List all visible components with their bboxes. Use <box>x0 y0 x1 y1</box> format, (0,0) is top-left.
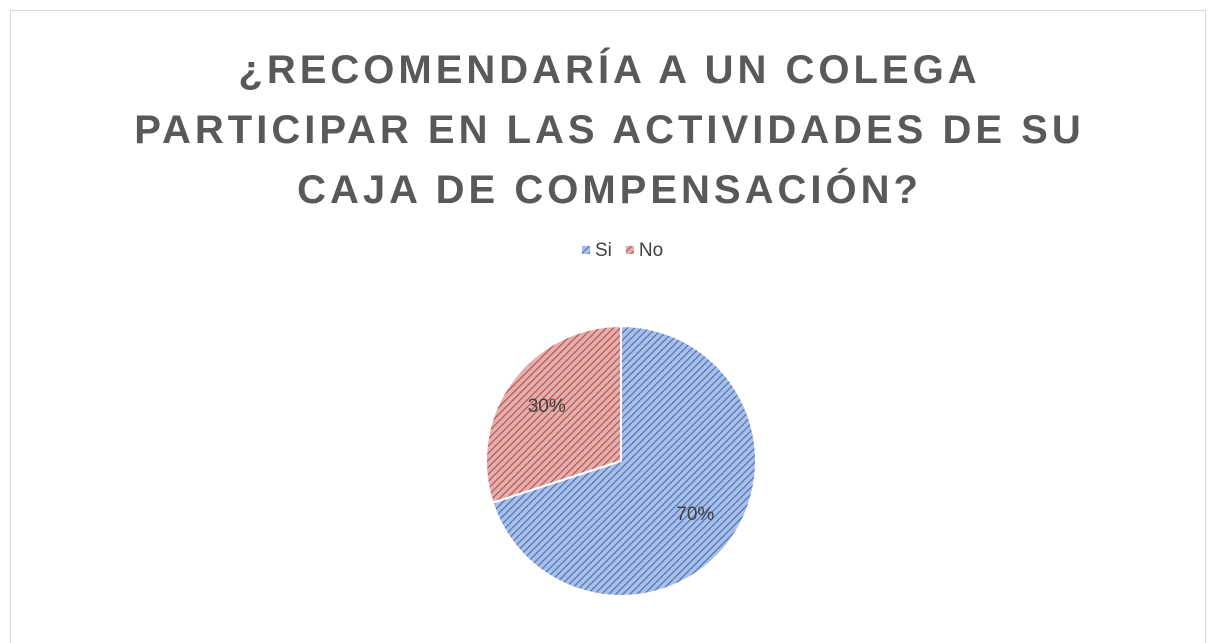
pie-slice <box>485 324 622 504</box>
chart-frame <box>10 10 1206 643</box>
legend-label: Si <box>595 240 612 261</box>
chart-title: ¿RECOMENDARÍA A UN COLEGA PARTICIPAR EN … <box>134 48 1085 212</box>
legend-label: No <box>639 240 663 261</box>
legend-swatch <box>625 246 634 254</box>
data-label: 30% <box>528 396 566 417</box>
pie-slice <box>491 324 757 597</box>
legend-swatch <box>582 246 590 254</box>
data-label: 70% <box>676 504 714 525</box>
